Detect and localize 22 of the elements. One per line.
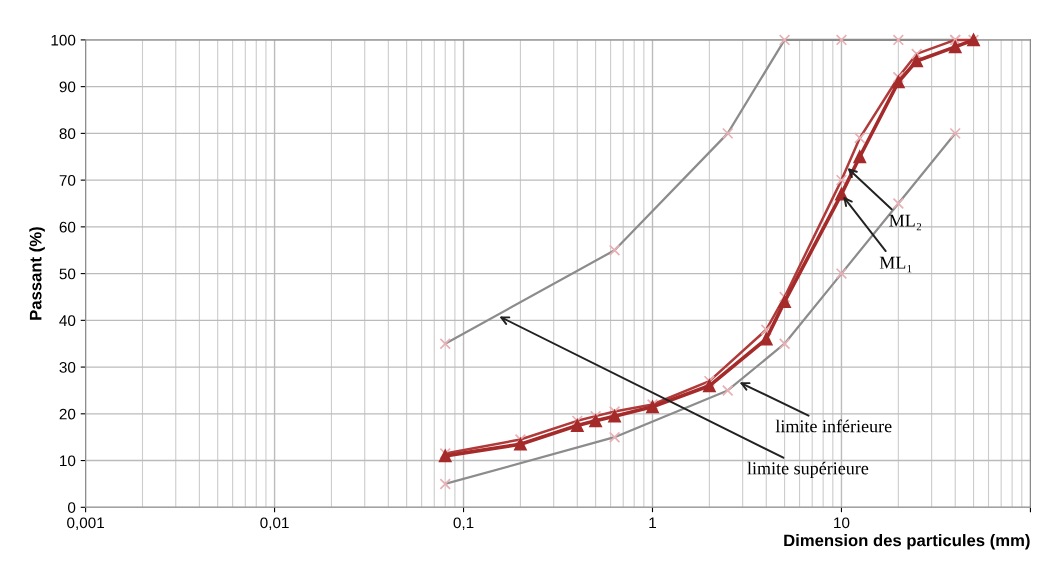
y-tick-label: 40 xyxy=(59,315,76,327)
x-tick-label: 0,001 xyxy=(67,517,104,531)
y-tick-label: 90 xyxy=(59,81,76,93)
y-tick-label: 10 xyxy=(60,455,76,467)
x-tick-label: 0,01 xyxy=(260,517,289,531)
y-tick-label: 80 xyxy=(59,128,76,140)
text: ML₂ xyxy=(889,214,922,231)
y-tick-label: 0 xyxy=(67,502,76,513)
x-tick-label: 0,1 xyxy=(453,517,474,531)
y-tick-label: 30 xyxy=(59,361,76,373)
text: limite supérieure xyxy=(747,461,869,479)
x-tick-label: 10 xyxy=(834,517,850,529)
x-tick-label: 1 xyxy=(649,517,656,529)
text: ML₁ xyxy=(879,256,912,273)
y-tick-label: 100 xyxy=(51,34,76,46)
y-tick-label: 50 xyxy=(59,268,76,280)
y-tick-label: 20 xyxy=(59,408,76,420)
y-tick-label: 60 xyxy=(59,221,76,233)
text: limite inférieure xyxy=(775,419,892,433)
x-axis-title: Dimension des particules (mm) xyxy=(784,534,1030,550)
y-axis-title: Passant (%) xyxy=(29,227,45,320)
y-tick-label: 70 xyxy=(59,174,76,186)
